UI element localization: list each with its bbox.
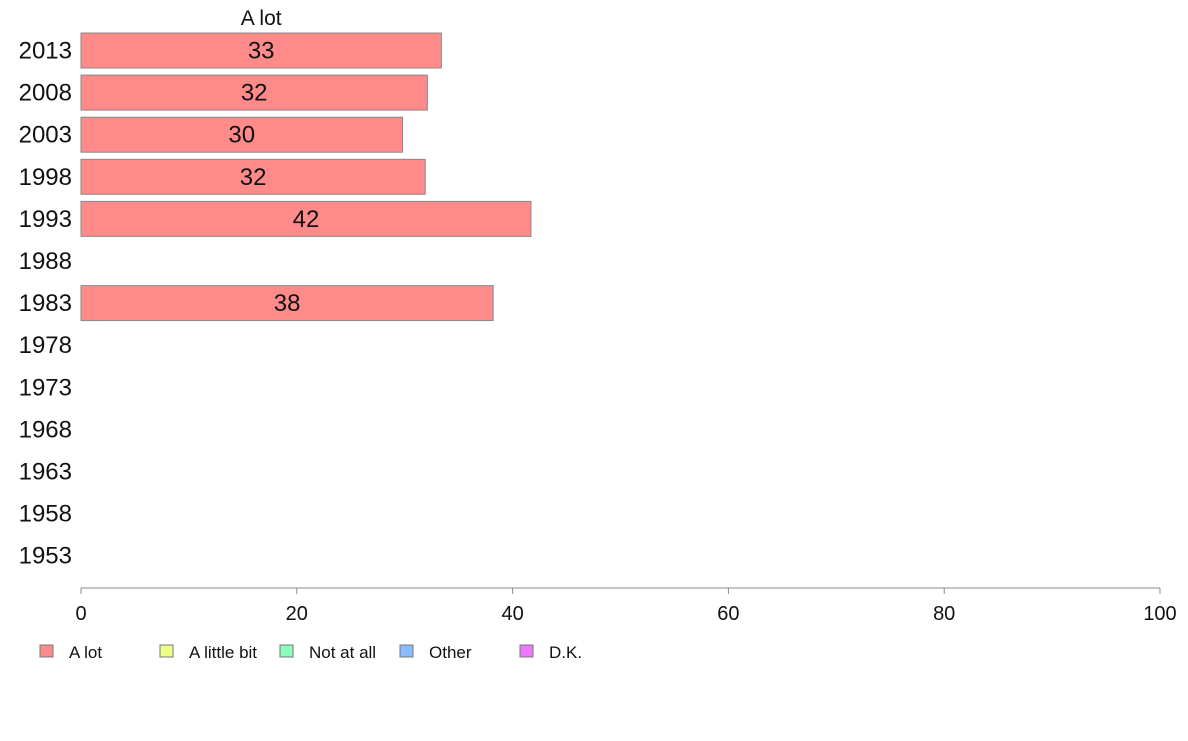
bar: [80, 285, 494, 322]
category-label: 1978: [19, 332, 72, 359]
legend-label: Not at all: [309, 643, 376, 662]
x-tick-label: 80: [933, 603, 955, 625]
bar: [80, 158, 426, 195]
category-label: 1963: [19, 459, 72, 486]
category-label: 1958: [19, 501, 72, 528]
x-tick-label: 40: [501, 603, 523, 625]
category-label: 2008: [19, 80, 72, 107]
data-label: 32: [241, 80, 268, 107]
bar: [80, 32, 442, 69]
category-label: 1968: [19, 416, 72, 443]
category-label: 2013: [19, 38, 72, 65]
category-label: 1998: [19, 164, 72, 191]
category-label: 1983: [19, 290, 72, 317]
category-label: 1993: [19, 206, 72, 233]
bar: [80, 116, 404, 153]
legend-swatch: [399, 644, 414, 658]
x-tick-label: 20: [286, 603, 308, 625]
legend-swatch: [39, 644, 54, 658]
legend-label: A little bit: [189, 643, 257, 662]
data-label: 33: [248, 38, 275, 65]
x-tick-label: 0: [75, 603, 86, 625]
bar: [80, 200, 532, 237]
x-tick-label: 60: [717, 603, 739, 625]
legend-label: A lot: [69, 643, 102, 662]
legend-label: Other: [429, 643, 472, 662]
x-axis: 0 20 40 60 80 100: [75, 587, 1177, 625]
data-label: 30: [228, 122, 255, 149]
data-label: 32: [240, 164, 267, 191]
category-label: 2003: [19, 122, 72, 149]
legend: A lot A little bit Not at all Other D.K.: [39, 643, 582, 662]
legend-swatch: [159, 644, 174, 658]
legend-label: D.K.: [549, 643, 582, 662]
bar: [80, 74, 428, 111]
bars-layer: 33 32 30 32 42 38: [80, 32, 532, 322]
data-label: 38: [274, 290, 301, 317]
series-title: A lot: [241, 7, 282, 30]
category-labels: 2013 2008 2003 1998 1993 1988 1983 1978 1973 1968…: [19, 38, 72, 570]
legend-swatch: [519, 644, 534, 658]
data-label: 42: [293, 206, 320, 233]
category-label: 1953: [19, 543, 72, 570]
x-tick-label: 100: [1143, 603, 1176, 625]
category-label: 1988: [19, 248, 72, 275]
legend-swatch: [279, 644, 294, 658]
category-label: 1973: [19, 374, 72, 401]
